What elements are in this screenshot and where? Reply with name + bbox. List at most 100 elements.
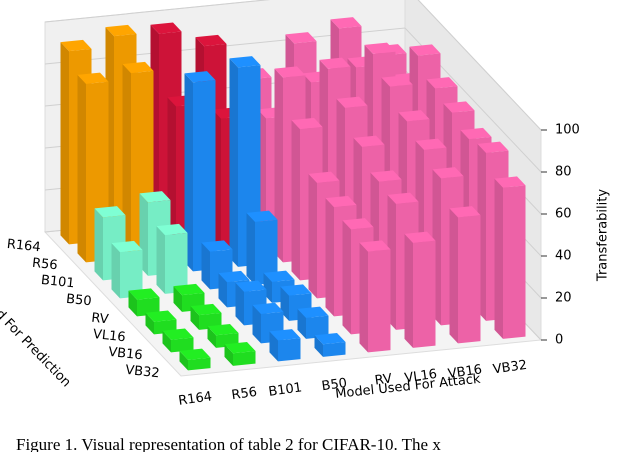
bar-side — [297, 308, 306, 339]
bar-front — [458, 215, 481, 344]
bar-top — [449, 206, 481, 218]
bar-side — [60, 42, 69, 245]
bar-side — [190, 306, 199, 330]
bar-top — [162, 328, 194, 340]
bar-front — [165, 232, 188, 294]
y-tick-label: VB16 — [108, 345, 144, 364]
y-tick-label: B50 — [65, 292, 92, 310]
bar-side — [156, 226, 165, 294]
z-tick-label: 40 — [555, 249, 572, 264]
bar-side — [449, 208, 458, 344]
bar-side — [235, 282, 244, 326]
x-tick-label: B50 — [321, 376, 348, 394]
y-tick-label: R164 — [6, 237, 41, 255]
bar-front — [413, 240, 436, 348]
bar — [246, 210, 278, 285]
bar-top — [173, 283, 205, 296]
bar-top — [404, 231, 436, 243]
bar-front — [306, 315, 329, 339]
bar-side — [229, 58, 238, 267]
bar-top — [179, 348, 211, 360]
z-tick-label: 100 — [555, 123, 580, 138]
bar-top — [274, 66, 306, 78]
bar-side — [274, 68, 283, 263]
bar-side — [128, 290, 137, 317]
bar-top — [285, 32, 317, 44]
bar — [269, 329, 301, 362]
x-tick-label: B101 — [268, 380, 303, 400]
bar — [179, 348, 211, 371]
bar-top — [291, 117, 323, 130]
bar-side — [162, 330, 171, 353]
bar-top — [297, 306, 329, 318]
bar-front — [368, 249, 391, 353]
x-tick-label: VB16 — [447, 362, 483, 382]
bar-front — [255, 219, 278, 285]
x-tick-label: R164 — [177, 389, 213, 409]
bar-top — [207, 324, 239, 336]
bar-top — [145, 310, 177, 322]
y-tick-label: R56 — [31, 256, 58, 274]
bar-top — [342, 218, 374, 230]
bar-side — [173, 286, 182, 312]
bar — [145, 310, 177, 335]
bar-top — [370, 170, 402, 182]
bar-top — [246, 210, 278, 222]
bar-top — [387, 192, 419, 204]
bar-front — [503, 185, 526, 339]
bar-top — [336, 96, 368, 108]
bar-top — [409, 44, 441, 56]
bar-side — [179, 350, 188, 371]
bar-side — [77, 74, 86, 263]
bar-top — [330, 17, 362, 29]
grid-line — [44, 0, 542, 131]
bar-side — [201, 242, 210, 290]
bar-top — [353, 135, 385, 147]
y-tick-label: VB32 — [125, 363, 161, 382]
bar-side — [308, 173, 317, 299]
bar-front — [137, 297, 160, 317]
bar-side — [325, 198, 334, 317]
bar-top — [224, 342, 256, 354]
bar-top — [477, 141, 509, 153]
z-tick-label: 60 — [555, 207, 572, 222]
bar — [111, 240, 143, 299]
x-tick-label: R56 — [231, 385, 258, 403]
bar-top — [252, 302, 284, 314]
bar-top — [122, 61, 154, 74]
bar-top — [218, 270, 250, 283]
z-tick-label: 80 — [555, 165, 572, 180]
bar-top — [432, 167, 464, 179]
bar-side — [246, 212, 255, 285]
bar-front — [278, 338, 301, 362]
bar-front — [188, 357, 211, 371]
z-axis-title: Transferability — [596, 189, 611, 282]
bar-top — [184, 71, 216, 83]
bar-top — [128, 288, 160, 300]
bar-top — [111, 240, 143, 253]
bar-top — [77, 72, 109, 84]
bar-side — [342, 220, 351, 335]
y-tick-label: VL16 — [92, 327, 126, 345]
caption: Figure 1. Visual representation of table… — [16, 435, 441, 452]
bar-top — [150, 22, 182, 34]
bar-top — [156, 223, 188, 236]
bar — [404, 231, 436, 348]
bar-top — [139, 191, 171, 203]
bar-top — [60, 39, 92, 52]
bar-top — [364, 42, 396, 54]
bar-top — [314, 333, 346, 345]
bar — [359, 240, 391, 353]
z-tick-label: 20 — [555, 291, 572, 306]
bar-top — [443, 101, 475, 113]
bar-top — [263, 270, 295, 282]
bar-top — [398, 110, 430, 122]
bar — [494, 176, 526, 339]
bar-side — [494, 178, 503, 339]
bar-top — [235, 280, 267, 292]
bar-top — [190, 303, 222, 316]
bar — [162, 328, 194, 353]
bar-top — [229, 56, 261, 68]
bar-top — [105, 24, 137, 37]
